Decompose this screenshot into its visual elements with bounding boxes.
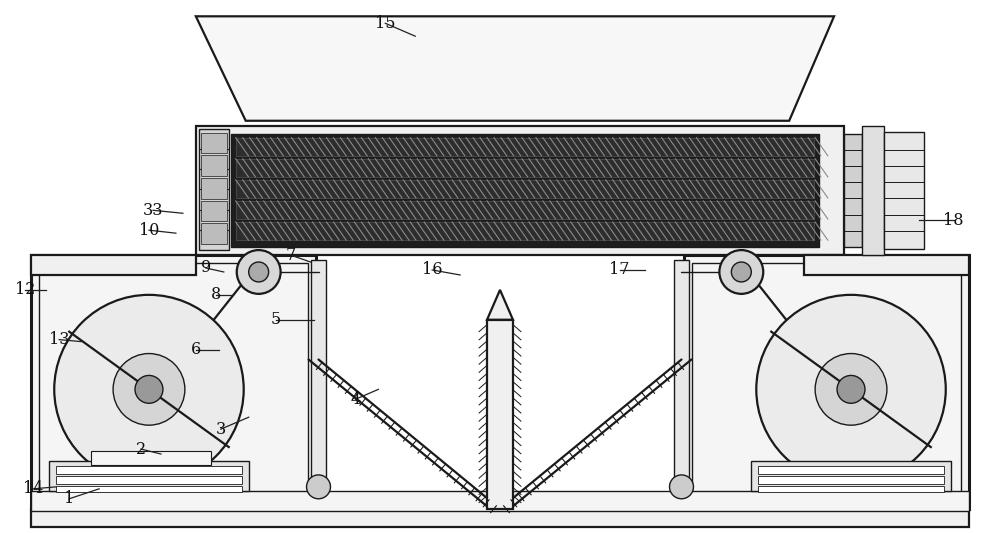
Bar: [884, 132, 924, 249]
Bar: [201, 178, 227, 199]
Circle shape: [54, 295, 244, 484]
Bar: [692, 263, 961, 501]
Bar: [196, 126, 844, 255]
Text: 16: 16: [422, 262, 442, 278]
Bar: [674, 260, 689, 489]
Text: 4: 4: [350, 391, 360, 408]
Bar: [201, 133, 227, 154]
Bar: [236, 180, 814, 198]
Text: 33: 33: [143, 202, 163, 219]
Circle shape: [670, 475, 693, 499]
Bar: [201, 201, 227, 221]
Circle shape: [307, 475, 330, 499]
Polygon shape: [487, 290, 513, 320]
Bar: [39, 263, 308, 501]
Bar: [31, 255, 196, 275]
Bar: [236, 138, 814, 156]
Bar: [844, 134, 862, 247]
Bar: [201, 156, 227, 176]
Bar: [804, 255, 969, 275]
Bar: [236, 222, 814, 240]
Text: 15: 15: [375, 15, 396, 32]
Text: 10: 10: [139, 222, 159, 239]
Bar: [56, 476, 242, 484]
Text: 14: 14: [23, 480, 43, 497]
Circle shape: [756, 295, 946, 484]
Text: 9: 9: [201, 260, 211, 277]
Bar: [311, 260, 326, 489]
Circle shape: [113, 353, 185, 425]
Bar: [231, 134, 819, 247]
Text: 6: 6: [191, 341, 201, 358]
Bar: [758, 466, 944, 474]
Circle shape: [731, 262, 751, 282]
Text: 2: 2: [136, 441, 146, 457]
Bar: [199, 129, 229, 250]
Bar: [487, 320, 513, 508]
Circle shape: [815, 353, 887, 425]
Text: 8: 8: [211, 286, 221, 303]
Circle shape: [135, 375, 163, 403]
Bar: [56, 486, 242, 492]
Bar: [91, 451, 211, 465]
Bar: [236, 201, 814, 219]
Text: 17: 17: [609, 262, 630, 278]
Bar: [758, 486, 944, 492]
Text: 1: 1: [64, 490, 74, 507]
Bar: [31, 255, 316, 508]
Bar: [49, 461, 249, 491]
Circle shape: [237, 250, 281, 294]
Text: 13: 13: [49, 331, 69, 348]
Text: 7: 7: [285, 247, 296, 263]
Text: 12: 12: [15, 281, 36, 298]
Bar: [236, 159, 814, 177]
Text: 5: 5: [270, 311, 281, 328]
Circle shape: [837, 375, 865, 403]
Text: 3: 3: [216, 421, 226, 438]
Text: 18: 18: [943, 212, 964, 229]
Bar: [31, 508, 969, 527]
Bar: [751, 461, 951, 491]
Circle shape: [249, 262, 269, 282]
Bar: [56, 466, 242, 474]
Bar: [684, 255, 969, 508]
Bar: [862, 126, 884, 255]
Polygon shape: [196, 17, 834, 121]
Bar: [31, 491, 969, 511]
Bar: [201, 223, 227, 244]
Bar: [758, 476, 944, 484]
Circle shape: [719, 250, 763, 294]
